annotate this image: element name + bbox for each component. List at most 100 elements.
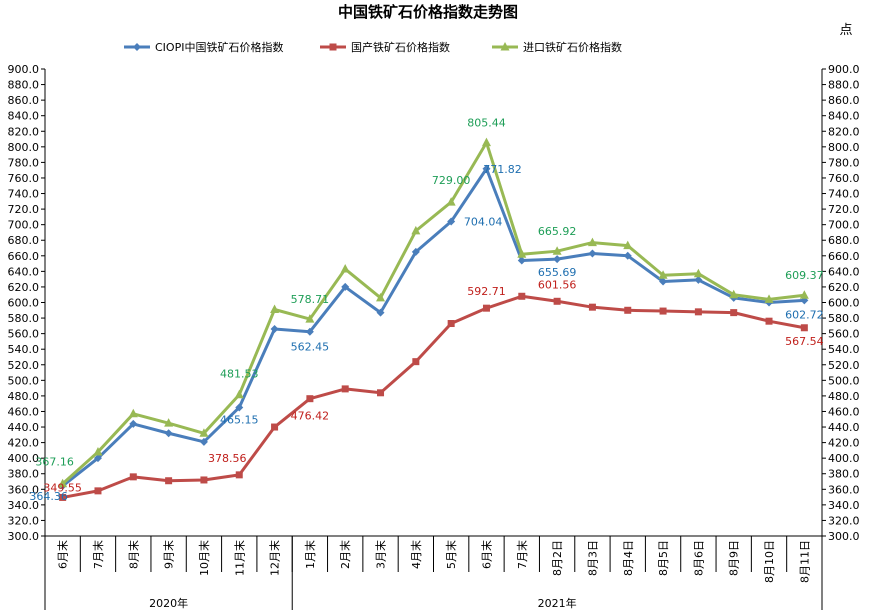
- y-tick-label-left: 800.0: [8, 141, 40, 154]
- data-label: 609.37: [785, 269, 824, 282]
- series-square: [59, 292, 808, 501]
- data-label: 665.92: [538, 225, 577, 238]
- point-marker: [765, 317, 773, 325]
- y-tick-label-right: 780.0: [828, 156, 860, 169]
- point-marker: [694, 275, 703, 284]
- point-marker: [517, 256, 526, 265]
- point-marker: [517, 249, 527, 258]
- y-tick-label-left: 900.0: [8, 63, 40, 76]
- point-marker: [764, 294, 774, 303]
- y-tick-label-right: 620.0: [828, 281, 860, 294]
- y-tick-label-right: 760.0: [828, 172, 860, 185]
- point-marker: [623, 251, 632, 260]
- series-diamond: [58, 164, 809, 490]
- point-marker: [306, 395, 314, 403]
- year-group-label: 2021年: [538, 596, 577, 610]
- point-marker: [729, 289, 739, 299]
- y-tick-label-right: 900.0: [828, 63, 860, 76]
- x-tick-label: 1月末: [303, 540, 317, 569]
- y-tick-label-right: 720.0: [828, 203, 860, 216]
- data-label: 601.56: [538, 278, 577, 291]
- x-tick-label: 3月末: [374, 540, 388, 569]
- point-marker: [659, 277, 668, 286]
- y-tick-label-right: 500.0: [828, 374, 860, 387]
- point-marker: [412, 358, 420, 366]
- y-tick-label-right: 820.0: [828, 125, 860, 138]
- y-tick-label-right: 320.0: [828, 514, 860, 527]
- point-marker: [93, 454, 102, 463]
- y-tick-label-left: 560.0: [8, 328, 40, 341]
- point-marker: [200, 476, 208, 484]
- data-label: 465.15: [220, 413, 259, 426]
- legend-item: CIOPI中国铁矿石价格指数: [124, 40, 283, 54]
- point-marker: [164, 418, 174, 427]
- point-marker: [623, 240, 633, 250]
- legend: CIOPI中国铁矿石价格指数 国产铁矿石价格指数 进口铁矿石价格指数: [124, 40, 622, 54]
- point-marker: [588, 303, 596, 311]
- x-tick-label: 8月2日: [551, 540, 564, 576]
- point-marker: [693, 268, 703, 278]
- y-tick-label-right: 440.0: [828, 421, 860, 434]
- data-label: 704.04: [464, 216, 503, 229]
- point-marker: [446, 197, 456, 206]
- x-tick-label: 9月末: [162, 540, 176, 569]
- y-tick-label-left: 820.0: [8, 125, 40, 138]
- y-tick-label-left: 420.0: [8, 437, 40, 450]
- y-tick-label-right: 360.0: [828, 483, 860, 496]
- y-tick-label-left: 620.0: [8, 281, 40, 294]
- x-tick-label: 8月4日: [622, 540, 635, 576]
- point-marker: [730, 309, 738, 317]
- x-tick-label: 8月3日: [586, 540, 599, 576]
- x-tick-label: 7月末: [91, 540, 105, 569]
- x-tick-label: 2月末: [338, 540, 352, 569]
- point-marker: [133, 43, 141, 51]
- chart-title: 中国铁矿石价格指数走势图: [338, 3, 518, 21]
- y-tick-label-right: 640.0: [828, 265, 860, 278]
- y-tick-label-left: 860.0: [8, 94, 40, 107]
- point-marker: [518, 292, 526, 300]
- point-marker: [377, 389, 385, 397]
- point-marker: [553, 255, 562, 264]
- point-marker: [553, 297, 561, 305]
- y-tick-label-right: 860.0: [828, 94, 860, 107]
- point-marker: [235, 471, 243, 479]
- point-marker: [129, 419, 138, 428]
- point-marker: [482, 304, 490, 312]
- legend-label: CIOPI中国铁矿石价格指数: [155, 40, 283, 54]
- y-tick-label-left: 520.0: [8, 359, 40, 372]
- point-marker: [482, 164, 491, 173]
- y-tick-label-left: 580.0: [8, 312, 40, 325]
- y-tick-label-left: 660.0: [8, 250, 40, 263]
- point-marker: [270, 324, 279, 333]
- data-label: 481.53: [220, 368, 259, 381]
- y-tick-label-right: 540.0: [828, 343, 860, 356]
- legend-item: 国产铁矿石价格指数: [320, 40, 450, 54]
- point-marker: [376, 308, 385, 317]
- y-tick-label-right: 680.0: [828, 234, 860, 247]
- series-line: [62, 294, 805, 499]
- point-marker: [588, 249, 597, 258]
- legend-item: 进口铁矿石价格指数: [492, 40, 622, 54]
- data-labels-layer: 364.36 465.15 562.45 704.04 771.82 655.69 602.…: [29, 117, 823, 503]
- data-label: 771.82: [483, 163, 522, 176]
- data-label: 476.42: [291, 410, 330, 423]
- point-marker: [58, 478, 68, 488]
- legend-label: 进口铁矿石价格指数: [523, 40, 622, 54]
- point-marker: [165, 477, 173, 485]
- point-marker: [129, 473, 137, 481]
- legend-label: 国产铁矿石价格指数: [351, 40, 450, 54]
- x-tick-label: 12月末: [268, 540, 282, 576]
- data-label: 592.71: [467, 285, 506, 298]
- x-tick-label: 8月9日: [728, 540, 741, 576]
- y-tick-label-right: 340.0: [828, 499, 860, 512]
- point-marker: [411, 225, 421, 235]
- point-marker: [447, 320, 455, 328]
- y-tick-label-left: 680.0: [8, 234, 40, 247]
- y-tick-label-right: 800.0: [828, 141, 860, 154]
- y-tick-label-left: 340.0: [8, 499, 40, 512]
- data-label: 378.56: [208, 452, 247, 465]
- point-marker: [164, 429, 173, 438]
- y-tick-label-left: 760.0: [8, 172, 40, 185]
- y-tick-label-right: 560.0: [828, 328, 860, 341]
- y-tick-label-left: 840.0: [8, 110, 40, 123]
